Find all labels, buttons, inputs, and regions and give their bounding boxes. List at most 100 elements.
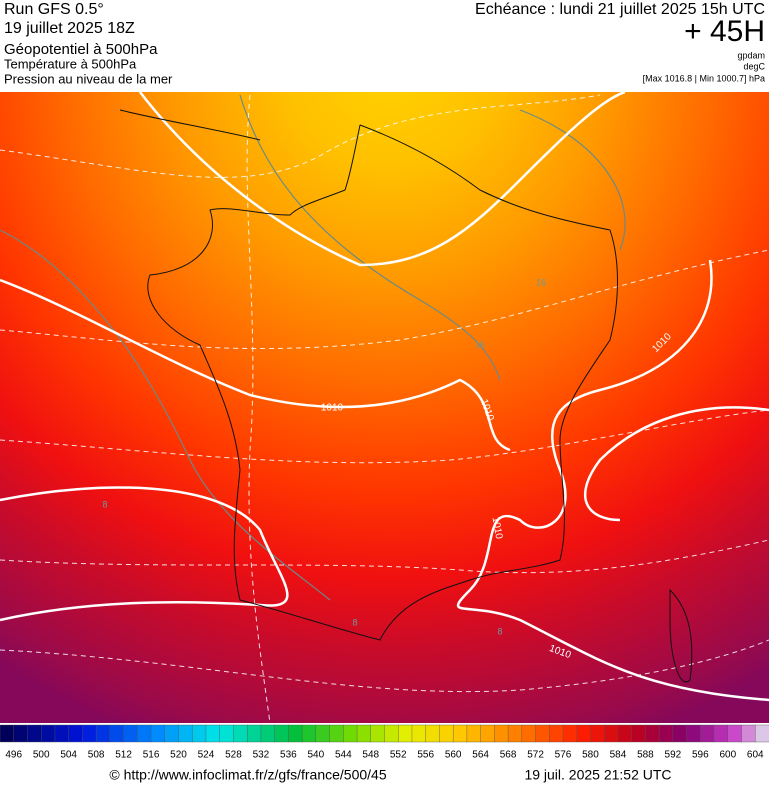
temperature-label: 8 <box>352 617 357 627</box>
isobar <box>0 278 511 452</box>
scale-label: 568 <box>500 750 517 761</box>
scale-swatch <box>466 724 482 743</box>
temperature-contour <box>239 94 501 381</box>
scale-label: 604 <box>747 750 764 761</box>
run: Run GFS 0.5° <box>4 1 104 18</box>
scale-swatch <box>576 724 591 743</box>
scale-label: 556 <box>417 750 434 761</box>
scale-swatch <box>150 724 166 743</box>
scale-swatch <box>137 724 152 743</box>
scale-swatch <box>452 724 468 743</box>
temperature-label: 8 <box>497 626 502 636</box>
scale-swatch <box>617 724 633 743</box>
scale-label: 536 <box>280 750 297 761</box>
run-date: 19 juillet 2025 18Z <box>4 20 135 37</box>
temperature-label: 16 <box>475 339 485 349</box>
isobar-label: 1010 <box>490 516 505 540</box>
geopotential-contour <box>246 94 271 724</box>
geopotential-contour <box>0 639 769 693</box>
pressure-range: [Max 1016.8 | Min 1000.7] hPa <box>643 73 765 83</box>
valid-time: Echéance : lundi 21 juillet 2025 15h UTC <box>475 1 765 18</box>
scale-label: 564 <box>472 750 489 761</box>
scale-swatch <box>315 724 331 743</box>
scale-swatch <box>494 724 509 743</box>
scale-swatch <box>301 724 317 743</box>
scale-label: 508 <box>88 750 105 761</box>
scale-label: 580 <box>582 750 599 761</box>
scale-label: 524 <box>198 750 215 761</box>
scale-label: 516 <box>143 750 160 761</box>
scale-label: 584 <box>610 750 627 761</box>
scale-swatch <box>233 724 248 743</box>
scale-label: 532 <box>253 750 270 761</box>
scale-label: 600 <box>719 750 736 761</box>
field: Température à 500hPa <box>4 56 137 71</box>
timestamp: 19 juil. 2025 21:52 UTC <box>524 767 671 783</box>
isobar <box>456 259 769 702</box>
scale-swatch <box>549 724 564 743</box>
scale-swatch <box>562 724 578 743</box>
scale-swatch <box>343 724 358 743</box>
scale-label: 560 <box>445 750 462 761</box>
field: Pression au niveau de la mer <box>4 71 173 86</box>
lead-time: + 45H <box>684 15 765 48</box>
scale-swatch <box>686 724 701 743</box>
scale-swatch <box>95 724 111 743</box>
geopotential-contour <box>0 249 769 350</box>
scale-swatch <box>54 724 70 743</box>
scale-swatch <box>535 724 550 743</box>
scale-swatch <box>82 724 97 743</box>
temperature-label: 8 <box>102 499 107 509</box>
scale-swatch <box>123 724 138 743</box>
scale-swatch <box>164 724 180 743</box>
scale-swatch <box>384 724 399 743</box>
scale-label: 540 <box>307 750 324 761</box>
map-background <box>0 92 769 723</box>
scale-swatch <box>274 724 289 743</box>
scale-swatch <box>370 724 385 743</box>
scale-swatch <box>0 724 15 743</box>
scale-swatch <box>178 724 193 743</box>
geopotential-contour <box>0 94 601 178</box>
scale-swatch <box>425 724 440 743</box>
scale-swatch <box>356 724 372 743</box>
color-scale: 496 500 504 508 512 516 520 524 528 532 536 540 544 5… <box>0 724 769 761</box>
scale-label: 588 <box>637 750 654 761</box>
scale-label: 552 <box>390 750 407 761</box>
unit: degC <box>743 61 765 71</box>
scale-swatch <box>205 724 221 743</box>
scale-label: 496 <box>5 750 22 761</box>
scale-label: 512 <box>115 750 132 761</box>
unit: gpdam <box>737 50 765 60</box>
scale-swatch <box>727 724 743 743</box>
scale-swatch <box>658 724 674 743</box>
temperature-contour <box>519 109 626 251</box>
scale-swatch <box>713 724 729 743</box>
scale-swatch <box>741 724 756 743</box>
scale-swatch <box>68 724 83 743</box>
scale-label: 592 <box>665 750 682 761</box>
scale-swatch <box>700 724 715 743</box>
scale-swatch <box>631 724 646 743</box>
field: Géopotentiel à 500hPa <box>4 41 158 58</box>
country-border <box>119 109 618 641</box>
scale-swatch <box>480 724 495 743</box>
source-url: © http://www.infoclimat.fr/z/gfs/france/… <box>109 767 386 783</box>
scale-swatch <box>439 724 454 743</box>
scale-label: 528 <box>225 750 242 761</box>
scale-swatch <box>604 724 619 743</box>
scale-label: 548 <box>362 750 379 761</box>
scale-swatch <box>260 724 276 743</box>
temperature-label: 16 <box>536 277 546 287</box>
scale-label: 544 <box>335 750 352 761</box>
scale-label: 576 <box>555 750 572 761</box>
scale-swatch <box>329 724 344 743</box>
isobar-label: 1010 <box>321 403 344 414</box>
scale-swatch <box>192 724 207 743</box>
scale-swatch <box>672 724 688 743</box>
scale-swatch <box>521 724 537 743</box>
isobar <box>139 90 626 267</box>
scale-label: 572 <box>527 750 544 761</box>
